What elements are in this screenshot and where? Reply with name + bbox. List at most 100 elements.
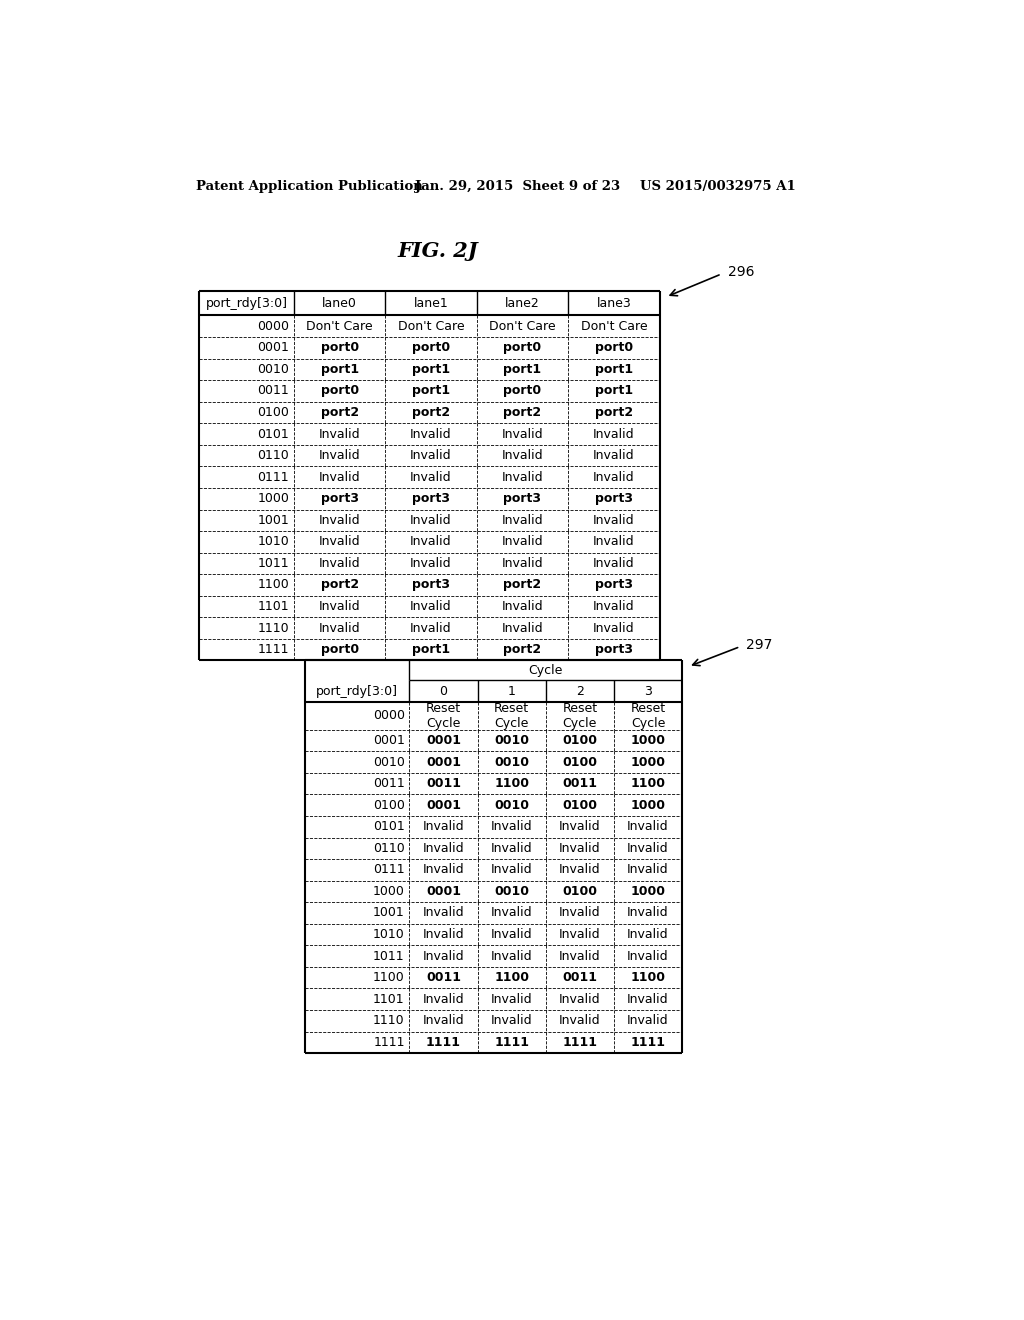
- Text: 1000: 1000: [631, 799, 666, 812]
- Text: Invalid: Invalid: [423, 949, 464, 962]
- Text: Invalid: Invalid: [318, 557, 360, 570]
- Text: 1000: 1000: [373, 884, 404, 898]
- Text: port1: port1: [412, 643, 451, 656]
- Text: Invalid: Invalid: [559, 842, 601, 855]
- Text: 1011: 1011: [258, 557, 289, 570]
- Text: 1100: 1100: [495, 972, 529, 985]
- Text: Invalid: Invalid: [559, 820, 601, 833]
- Text: port3: port3: [321, 492, 358, 506]
- Text: port1: port1: [321, 363, 358, 376]
- Text: Invalid: Invalid: [490, 842, 532, 855]
- Text: 1011: 1011: [373, 949, 404, 962]
- Text: port2: port2: [504, 643, 542, 656]
- Text: 0010: 0010: [495, 799, 529, 812]
- Text: 1001: 1001: [373, 907, 404, 920]
- Text: Invalid: Invalid: [490, 928, 532, 941]
- Text: 0001: 0001: [426, 755, 461, 768]
- Text: port2: port2: [504, 407, 542, 418]
- Text: Reset
Cycle: Reset Cycle: [494, 702, 529, 730]
- Text: Invalid: Invalid: [423, 863, 464, 876]
- Text: Invalid: Invalid: [490, 993, 532, 1006]
- Text: Invalid: Invalid: [411, 471, 452, 483]
- Text: port1: port1: [412, 363, 451, 376]
- Text: Invalid: Invalid: [593, 601, 635, 612]
- Text: port1: port1: [595, 384, 633, 397]
- Text: Invalid: Invalid: [593, 622, 635, 635]
- Text: port0: port0: [321, 342, 358, 354]
- Text: port3: port3: [412, 578, 450, 591]
- Text: Invalid: Invalid: [628, 842, 669, 855]
- Text: Invalid: Invalid: [318, 513, 360, 527]
- Text: Don't Care: Don't Care: [581, 319, 647, 333]
- Text: 0110: 0110: [257, 449, 289, 462]
- Text: Invalid: Invalid: [318, 622, 360, 635]
- Text: Invalid: Invalid: [628, 949, 669, 962]
- Text: Jan. 29, 2015  Sheet 9 of 23: Jan. 29, 2015 Sheet 9 of 23: [415, 181, 620, 194]
- Text: 0010: 0010: [257, 363, 289, 376]
- Text: Invalid: Invalid: [593, 557, 635, 570]
- Text: 0100: 0100: [562, 799, 597, 812]
- Text: 0010: 0010: [373, 755, 404, 768]
- Text: 0111: 0111: [373, 863, 404, 876]
- Text: port2: port2: [321, 578, 358, 591]
- Text: 1101: 1101: [373, 993, 404, 1006]
- Text: Don't Care: Don't Care: [489, 319, 556, 333]
- Text: Invalid: Invalid: [559, 907, 601, 920]
- Text: Invalid: Invalid: [502, 513, 544, 527]
- Text: 296: 296: [728, 265, 755, 280]
- Text: Invalid: Invalid: [490, 820, 532, 833]
- Text: lane0: lane0: [323, 297, 357, 310]
- Text: Invalid: Invalid: [593, 536, 635, 548]
- Text: 0011: 0011: [562, 972, 597, 985]
- Text: Invalid: Invalid: [593, 471, 635, 483]
- Text: 1010: 1010: [373, 928, 404, 941]
- Text: 1100: 1100: [631, 777, 666, 791]
- Text: Reset
Cycle: Reset Cycle: [562, 702, 597, 730]
- Text: Invalid: Invalid: [593, 428, 635, 441]
- Text: port0: port0: [412, 342, 451, 354]
- Text: Invalid: Invalid: [423, 842, 464, 855]
- Text: 1100: 1100: [257, 578, 289, 591]
- Text: 1110: 1110: [258, 622, 289, 635]
- Text: Invalid: Invalid: [593, 513, 635, 527]
- Text: Invalid: Invalid: [490, 907, 532, 920]
- Text: Invalid: Invalid: [628, 928, 669, 941]
- Text: Invalid: Invalid: [423, 928, 464, 941]
- Text: 0101: 0101: [373, 820, 404, 833]
- Text: 3: 3: [644, 685, 652, 698]
- Text: 0100: 0100: [562, 734, 597, 747]
- Text: 0001: 0001: [426, 799, 461, 812]
- Text: Invalid: Invalid: [411, 449, 452, 462]
- Text: port2: port2: [595, 407, 633, 418]
- Text: 1000: 1000: [631, 755, 666, 768]
- Text: 1111: 1111: [426, 1036, 461, 1049]
- Text: port_rdy[3:0]: port_rdy[3:0]: [316, 685, 398, 698]
- Text: port2: port2: [412, 407, 451, 418]
- Text: Invalid: Invalid: [490, 949, 532, 962]
- Text: port3: port3: [595, 578, 633, 591]
- Text: 1000: 1000: [631, 734, 666, 747]
- Text: 0111: 0111: [258, 471, 289, 483]
- Text: 1000: 1000: [631, 884, 666, 898]
- Text: Invalid: Invalid: [559, 949, 601, 962]
- Text: US 2015/0032975 A1: US 2015/0032975 A1: [640, 181, 796, 194]
- Text: 1111: 1111: [258, 643, 289, 656]
- Text: 0011: 0011: [426, 777, 461, 791]
- Text: port0: port0: [321, 384, 358, 397]
- Text: Invalid: Invalid: [502, 536, 544, 548]
- Text: port3: port3: [595, 492, 633, 506]
- Text: port3: port3: [412, 492, 450, 506]
- Text: 0110: 0110: [373, 842, 404, 855]
- Text: 1110: 1110: [373, 1014, 404, 1027]
- Text: 1111: 1111: [562, 1036, 597, 1049]
- Text: 1100: 1100: [495, 777, 529, 791]
- Text: Invalid: Invalid: [411, 536, 452, 548]
- Text: port1: port1: [595, 363, 633, 376]
- Text: port3: port3: [595, 643, 633, 656]
- Text: 0001: 0001: [257, 342, 289, 354]
- Text: Invalid: Invalid: [490, 863, 532, 876]
- Text: Invalid: Invalid: [423, 993, 464, 1006]
- Text: 1100: 1100: [631, 972, 666, 985]
- Text: 0101: 0101: [257, 428, 289, 441]
- Text: Invalid: Invalid: [423, 907, 464, 920]
